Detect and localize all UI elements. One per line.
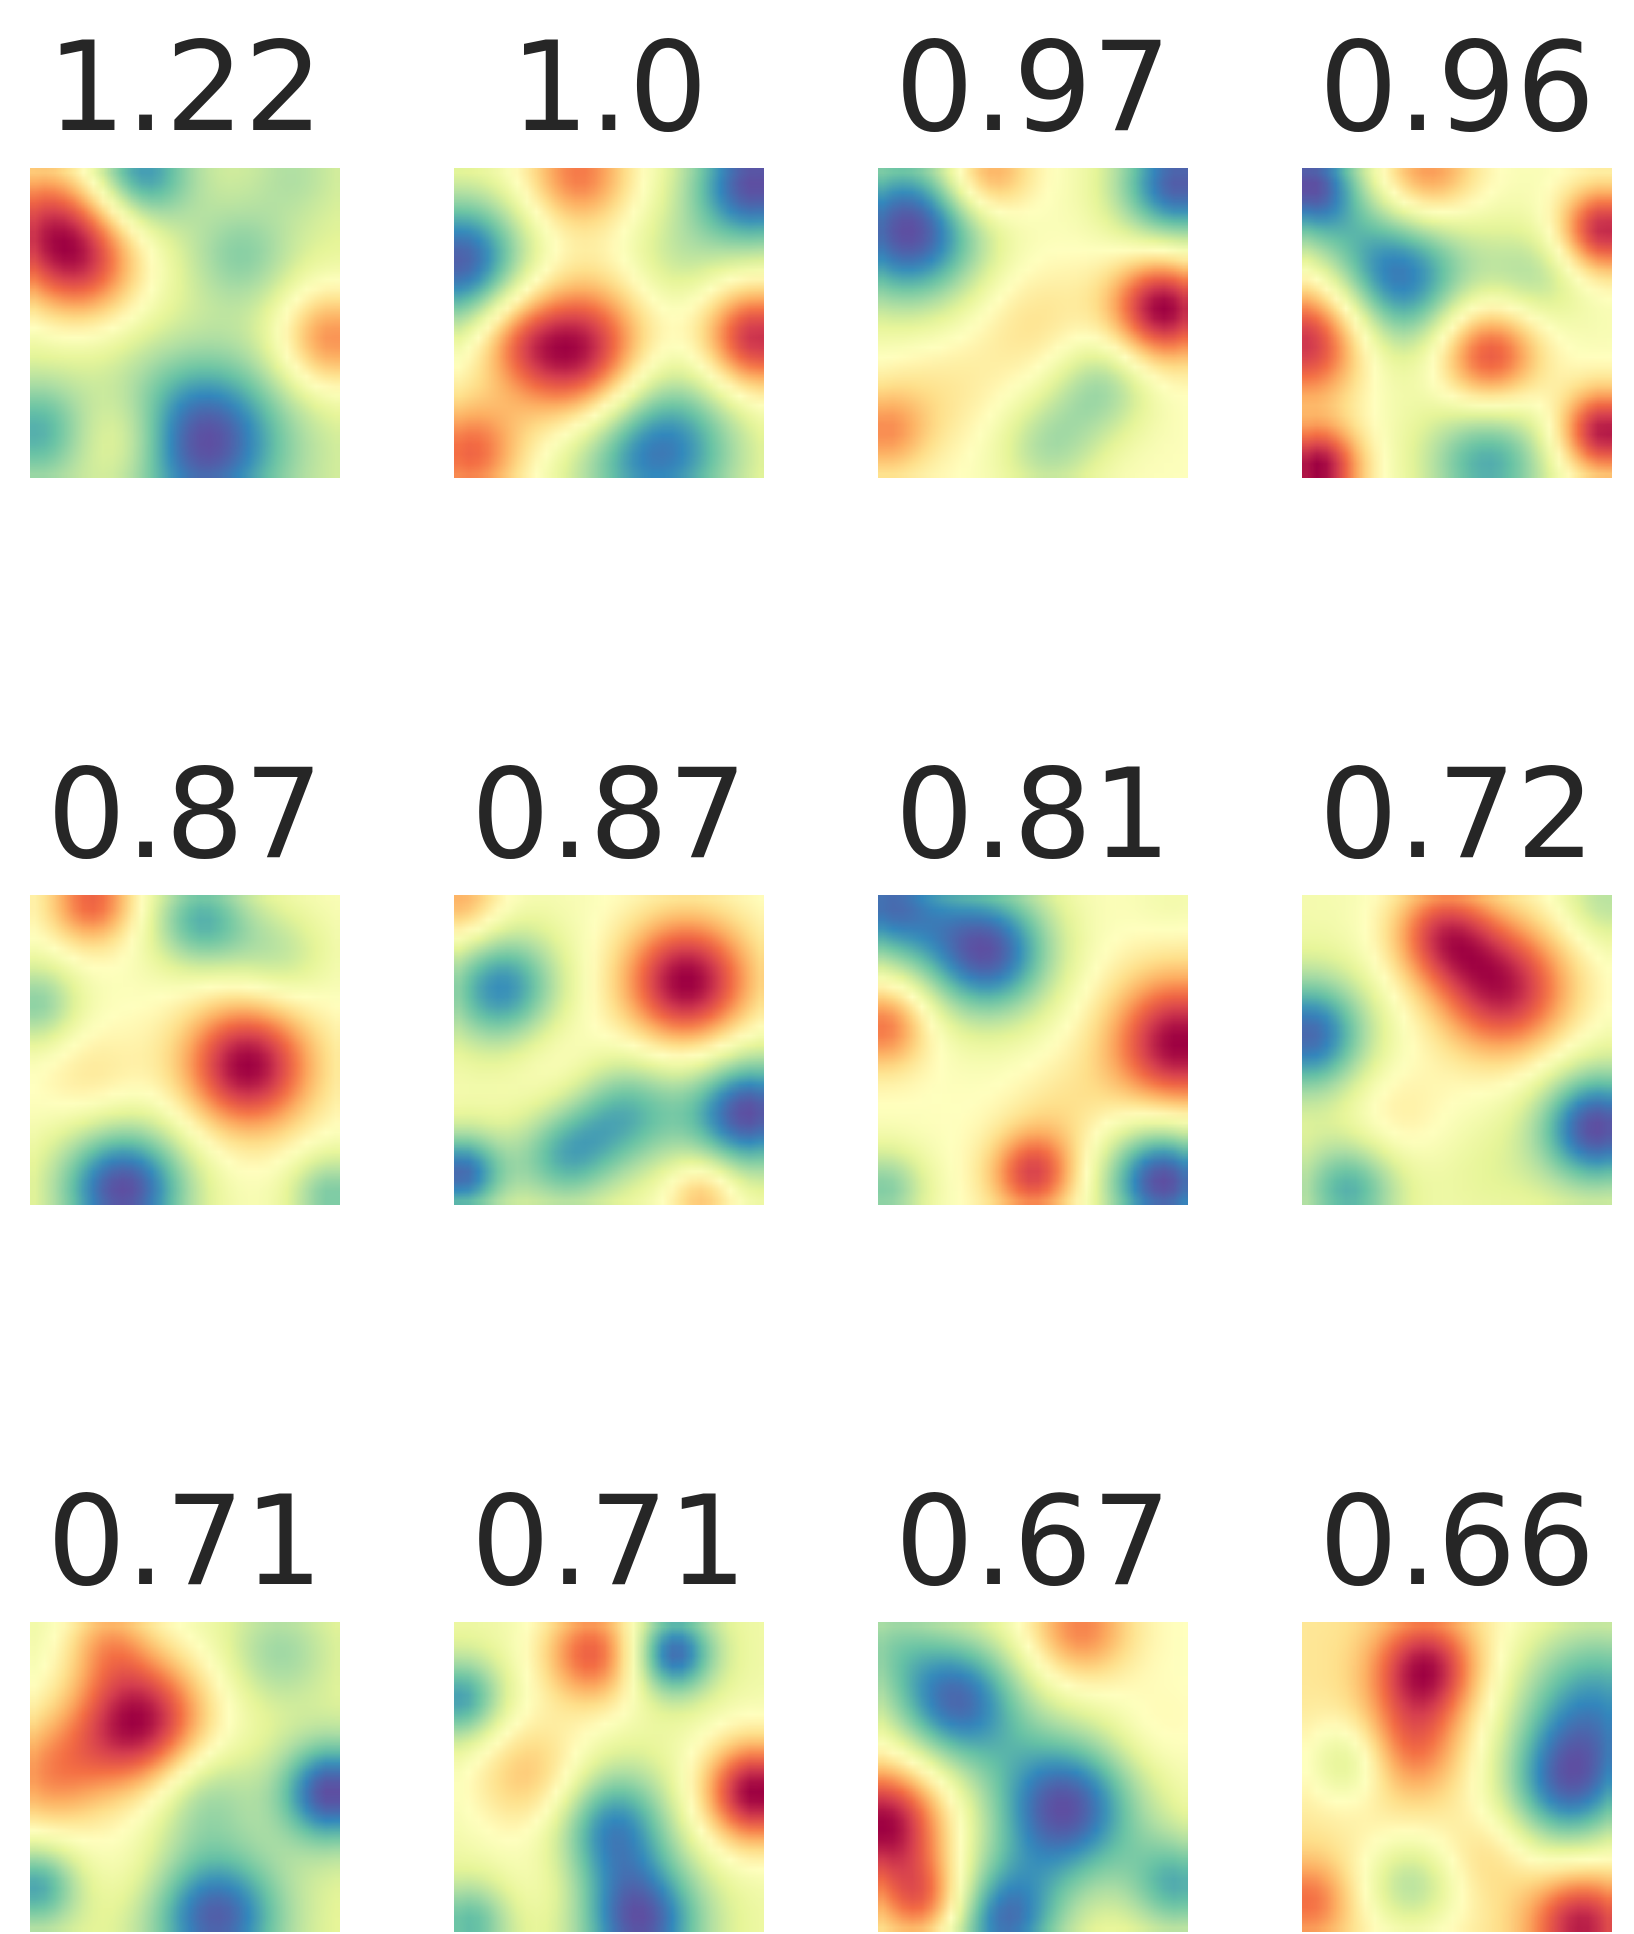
heatmap-panel: 0.87 bbox=[454, 745, 764, 1205]
heatmap-image bbox=[878, 895, 1188, 1205]
panel-title: 0.87 bbox=[46, 743, 324, 887]
panel-title: 0.71 bbox=[46, 1470, 324, 1614]
panel-title: 0.81 bbox=[894, 743, 1172, 887]
heatmap-panel: 0.71 bbox=[30, 1472, 340, 1932]
panel-title: 0.66 bbox=[1318, 1470, 1596, 1614]
heatmap-panel: 1.0 bbox=[454, 18, 764, 478]
heatmap-panel: 0.67 bbox=[878, 1472, 1188, 1932]
heatmap-panel: 0.66 bbox=[1302, 1472, 1612, 1932]
heatmap-panel: 0.97 bbox=[878, 18, 1188, 478]
heatmap-image bbox=[1302, 168, 1612, 478]
heatmap-image bbox=[30, 895, 340, 1205]
heatmap-panel: 0.71 bbox=[454, 1472, 764, 1932]
panel-title: 0.71 bbox=[470, 1470, 748, 1614]
heatmap-image bbox=[30, 168, 340, 478]
panel-title: 0.97 bbox=[894, 16, 1172, 160]
heatmap-image bbox=[878, 1622, 1188, 1932]
panel-title: 0.87 bbox=[470, 743, 748, 887]
panel-title: 1.0 bbox=[510, 16, 708, 160]
panel-title: 1.22 bbox=[46, 16, 324, 160]
heatmap-panel: 0.72 bbox=[1302, 745, 1612, 1205]
heatmap-panel: 0.87 bbox=[30, 745, 340, 1205]
heatmap-image bbox=[454, 1622, 764, 1932]
panel-title: 0.67 bbox=[894, 1470, 1172, 1614]
heatmap-image bbox=[1302, 1622, 1612, 1932]
heatmap-image bbox=[454, 168, 764, 478]
heatmap-image bbox=[1302, 895, 1612, 1205]
heatmap-panel: 0.81 bbox=[878, 745, 1188, 1205]
heatmap-panel: 0.96 bbox=[1302, 18, 1612, 478]
heatmap-panel: 1.22 bbox=[30, 18, 340, 478]
heatmap-image bbox=[878, 168, 1188, 478]
panel-title: 0.72 bbox=[1318, 743, 1596, 887]
heatmap-image bbox=[30, 1622, 340, 1932]
panel-title: 0.96 bbox=[1318, 16, 1596, 160]
heatmap-image bbox=[454, 895, 764, 1205]
